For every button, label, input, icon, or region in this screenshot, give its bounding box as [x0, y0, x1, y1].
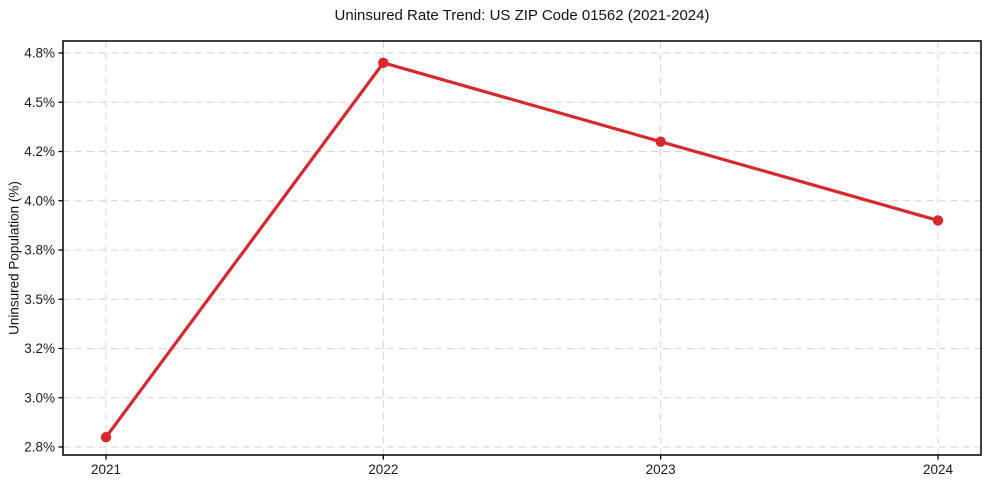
- data-point: [655, 136, 666, 147]
- plot-border: [62, 40, 982, 456]
- chart-title: Uninsured Rate Trend: US ZIP Code 01562 …: [334, 7, 710, 24]
- y-tick-label: 3.8%: [24, 243, 55, 258]
- x-tick-label: 2022: [368, 462, 398, 477]
- data-point: [932, 215, 944, 226]
- y-tick-label: 4.8%: [24, 46, 55, 61]
- y-tick-label: 4.2%: [24, 144, 55, 159]
- y-tick-label: 3.0%: [24, 390, 55, 405]
- x-tick-label: 2023: [646, 462, 676, 477]
- y-tick-label: 3.5%: [24, 292, 55, 307]
- trend-line: [104, 61, 940, 439]
- y-tick-label: 4.5%: [24, 95, 55, 110]
- y-tick-label: 4.0%: [24, 193, 55, 208]
- data-point: [378, 57, 389, 69]
- x-tick-label: 2021: [91, 462, 121, 477]
- x-tick-label: 2024: [923, 462, 954, 477]
- y-tick-label: 3.2%: [24, 341, 55, 356]
- y-tick-label: 2.8%: [24, 440, 55, 455]
- data-point: [100, 431, 112, 443]
